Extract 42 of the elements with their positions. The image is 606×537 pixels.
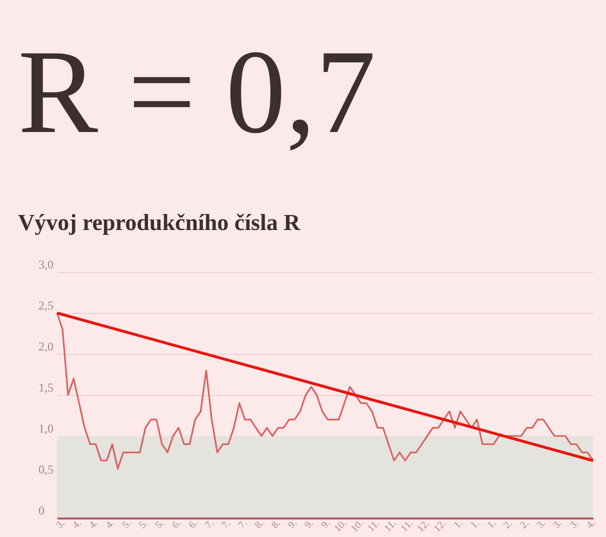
x-tick-label: 5. <box>120 518 134 532</box>
x-tick-label: 6. <box>186 518 200 532</box>
y-tick-label: 0,5 <box>38 462 54 476</box>
x-tick-label: 7. <box>203 518 216 532</box>
x-tick-label: 4. <box>87 518 100 532</box>
x-tick-label: 11. <box>366 518 382 534</box>
x-tick-label: 7. <box>236 518 250 532</box>
x-tick-label: 5. <box>137 518 150 532</box>
x-tick-label: 1. <box>485 518 498 532</box>
x-tick-label: 11. <box>399 518 416 534</box>
x-tick-label: 10. <box>349 518 366 535</box>
x-tick-label: 10. <box>332 518 350 535</box>
y-tick-label: 2,0 <box>38 340 54 354</box>
x-tick-label: 5. <box>154 518 167 532</box>
x-tick-label: 12. <box>432 518 449 535</box>
x-tick-label: 2. <box>518 518 532 532</box>
x-tick-label: 4. <box>584 518 598 532</box>
y-tick-label: 0 <box>38 504 44 518</box>
x-tick-label: 3. <box>552 518 565 532</box>
x-tick-label: 12. <box>415 518 432 535</box>
x-tick-label: 4. <box>104 518 117 532</box>
chart-title: R = 0,7 <box>18 25 376 158</box>
x-tick-label: 11. <box>382 518 399 534</box>
y-tick-label: 1,5 <box>38 380 54 394</box>
x-tick-label: 3. <box>568 518 582 532</box>
x-tick-label: 3. <box>54 518 68 532</box>
x-tick-label: 9. <box>319 518 333 532</box>
x-tick-label: 1. <box>468 518 482 532</box>
x-tick-label: 7. <box>220 518 234 532</box>
x-tick-label: 9. <box>302 518 316 532</box>
x-tick-label: 8. <box>270 518 283 532</box>
x-tick-label: 1. <box>452 518 466 532</box>
y-tick-label: 3,0 <box>38 258 54 272</box>
x-tick-label: 8. <box>253 518 266 532</box>
x-tick-label: 6. <box>170 518 184 532</box>
y-tick-label: 2,5 <box>38 298 54 312</box>
x-tick-label: 9. <box>286 518 300 532</box>
chart-subtitle: Vývoj reprodukčního čísla R <box>18 210 301 235</box>
x-tick-label: 4. <box>70 518 84 532</box>
y-tick-label: 1,0 <box>38 422 54 436</box>
x-tick-label: 3. <box>534 518 548 532</box>
x-tick-label: 2. <box>502 518 515 532</box>
